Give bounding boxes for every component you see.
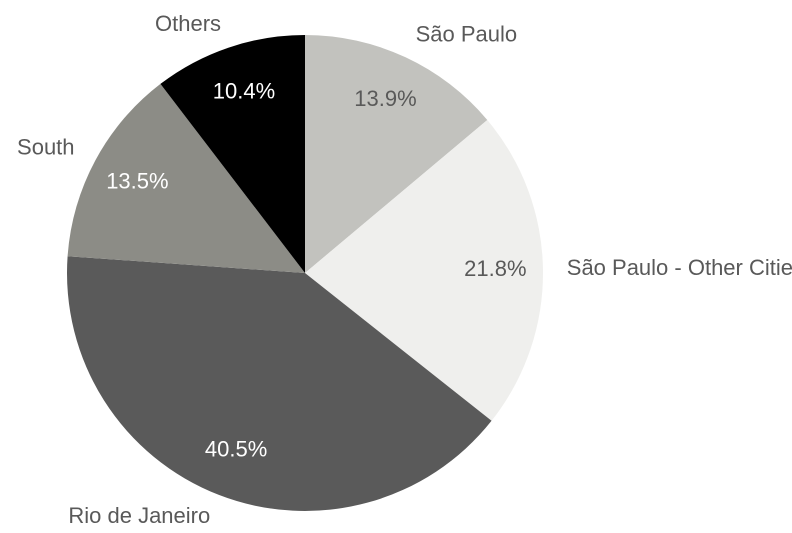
pie-slice: [67, 256, 492, 512]
value-label: 13.5%: [106, 168, 168, 193]
pie-slice: [305, 35, 488, 273]
category-label: Others: [155, 11, 221, 36]
category-label: South: [17, 135, 75, 160]
value-label: 40.5%: [205, 436, 267, 461]
pie-slice: [305, 119, 543, 421]
pie-slice: [67, 83, 306, 273]
category-label: São Paulo - Other Cities: [567, 255, 792, 280]
category-label: Rio de Janeiro: [68, 503, 210, 528]
value-label: 21.8%: [464, 256, 526, 281]
value-label: 10.4%: [213, 78, 275, 103]
value-label: 13.9%: [354, 86, 416, 111]
pie-slice: [160, 35, 305, 273]
category-label: São Paulo: [416, 22, 518, 47]
